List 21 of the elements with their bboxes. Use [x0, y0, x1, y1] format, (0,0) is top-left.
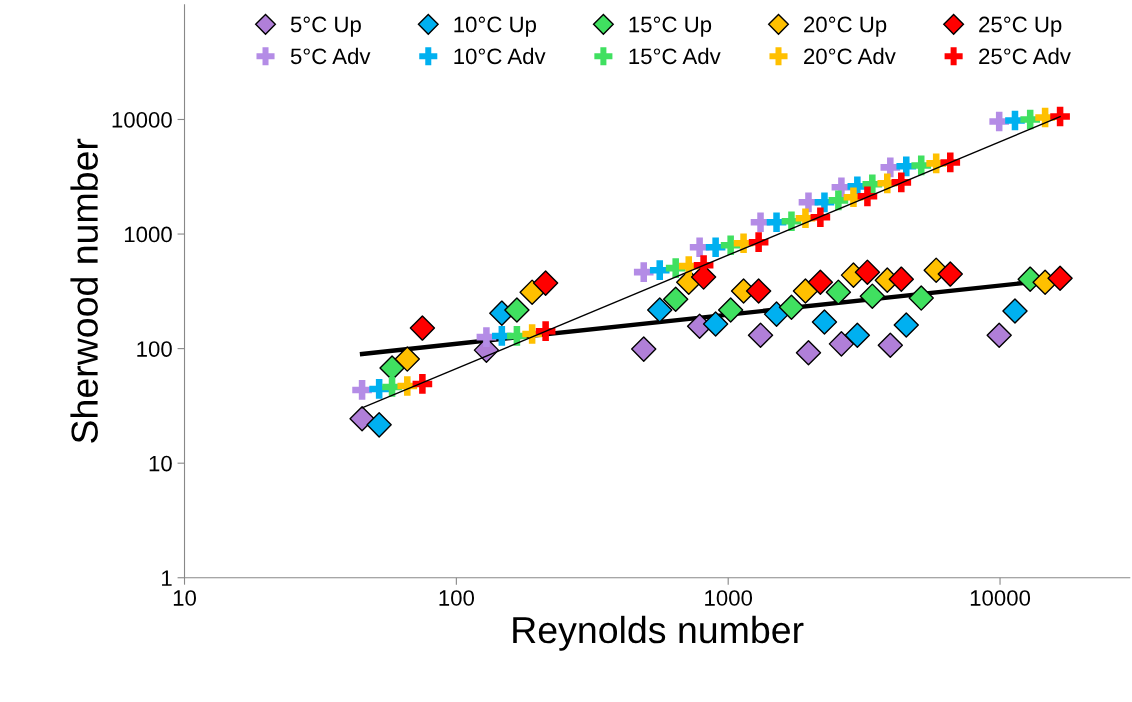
x-tick-label: 1000 [705, 590, 753, 606]
legend-label: 10°C Up [454, 16, 537, 37]
x-tick-label: 10 [173, 590, 197, 606]
y-tick-label: 10000 [112, 112, 172, 128]
x-tick-label: 10000 [970, 590, 1031, 606]
legend-label: 25°C Up [979, 16, 1062, 37]
legend-label: 5°C Up [290, 16, 361, 37]
x-axis-title: Reynolds number [513, 615, 804, 651]
legend-label: 20°C Adv [804, 47, 896, 65]
legend-label: 20°C Up [804, 16, 887, 37]
legend-label: 5°C Adv [290, 47, 371, 65]
legend-label: 15°C Adv [629, 47, 721, 65]
y-tick-label: 1000 [124, 226, 172, 243]
y-tick-label: 100 [137, 341, 172, 357]
legend-label: 10°C Adv [454, 47, 546, 65]
legend-label: 25°C Adv [979, 47, 1071, 65]
y-tick-label: 10 [149, 455, 172, 472]
y-axis-title: Sherwood number [70, 138, 98, 443]
x-tick-label: 100 [439, 590, 475, 606]
y-tick-label: 1 [162, 570, 172, 586]
legend-label: 15°C Up [629, 16, 712, 37]
